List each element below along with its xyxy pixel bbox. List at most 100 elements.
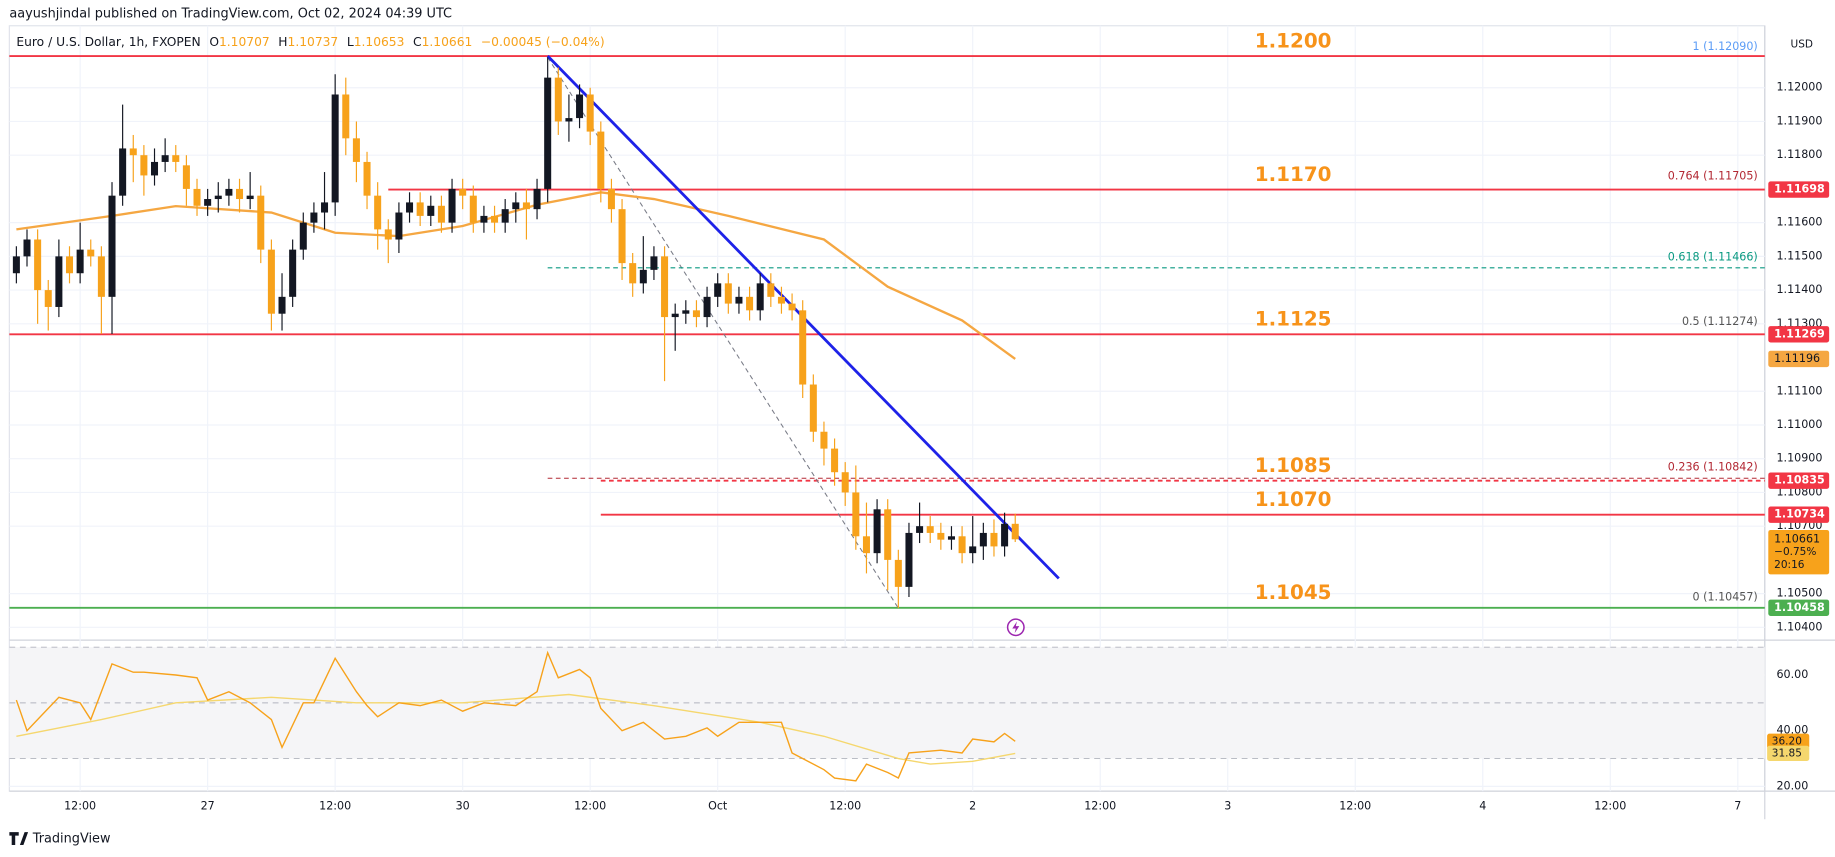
ohlc-value: 1.10661 (422, 35, 473, 49)
candle-body (639, 269, 647, 284)
x-tick-label: 12:00 (1339, 799, 1371, 812)
candle-body (947, 536, 955, 540)
candle-body (448, 188, 456, 223)
candle-body (565, 118, 573, 122)
level-note: 1.1200 (1255, 29, 1332, 52)
candle-body (427, 205, 435, 216)
candle-body (799, 310, 807, 385)
symbol-line: Euro / U.S. Dollar, 1h, FXOPEN O1.10707 … (16, 35, 604, 49)
candle-body (809, 384, 817, 432)
candle-body (44, 290, 52, 307)
x-tick-label: 12:00 (64, 799, 96, 812)
x-tick-label: 30 (456, 799, 470, 812)
candle-body (576, 94, 584, 119)
x-tick-label: 12:00 (574, 799, 606, 812)
candle-body (331, 94, 339, 203)
candle-body (544, 77, 552, 189)
candle-body (182, 165, 190, 189)
candle-body (597, 131, 605, 189)
candle-body (374, 195, 382, 230)
candle-body (894, 559, 902, 587)
candle-body (724, 283, 732, 304)
candle-body (257, 195, 265, 250)
current-change-label: −0.75% (1774, 546, 1816, 558)
candle-body (852, 492, 860, 537)
current-price-badge (1768, 529, 1830, 575)
candle-body (65, 256, 74, 274)
ohlc-value: 1.10653 (354, 35, 405, 49)
candle-body (650, 256, 658, 270)
ohlc-value: 1.10737 (288, 35, 339, 49)
candle-body (246, 195, 254, 200)
fib-label: 0 (1.10457) (1693, 591, 1758, 604)
x-tick-label: 27 (201, 799, 215, 812)
rsi-badge (1767, 745, 1810, 761)
candle-body (97, 256, 105, 297)
candle-body (512, 202, 520, 210)
candle-body (267, 249, 275, 314)
ma-badge (1768, 350, 1830, 368)
rsi-pane (9, 646, 1765, 782)
price-badge-label: 1.10734 (1774, 508, 1825, 521)
price-badge (1768, 599, 1830, 616)
candle-body (937, 532, 945, 540)
fib-label: 0.618 (1.11466) (1668, 250, 1758, 263)
countdown-label: 20:16 (1774, 559, 1805, 571)
x-tick-label: 4 (1479, 799, 1486, 812)
y-tick-label: 1.11100 (1776, 384, 1822, 397)
candle-body (236, 188, 244, 200)
fib-label: 1 (1.12090) (1693, 40, 1758, 53)
candle-body (172, 155, 180, 162)
y-tick-label: 1.10500 (1776, 587, 1822, 600)
candle-body (12, 256, 20, 274)
y-tick-label: 1.11000 (1776, 418, 1822, 431)
candle-body (214, 195, 222, 200)
candle-body (788, 303, 796, 311)
candle-body (501, 209, 509, 223)
candle-body (1001, 523, 1009, 547)
candle-body (129, 148, 137, 156)
rsi-badge-label: 31.85 (1772, 747, 1802, 759)
x-tick-label: 12:00 (319, 799, 351, 812)
rsi-ma-line (16, 693, 1016, 765)
candle-body (119, 148, 127, 196)
price-badge-label: 1.11269 (1774, 327, 1825, 340)
candle-body (671, 313, 679, 318)
price-badge (1768, 326, 1830, 343)
fib-label: 0.5 (1.11274) (1682, 315, 1758, 328)
candle-body (151, 161, 159, 176)
price-badge-label: 1.10458 (1774, 601, 1825, 614)
levels: 1.1200 1.1170 1.1125 1.1085 1.1070 1.1045 1 (1… (9, 29, 1765, 609)
candle-body (1011, 523, 1019, 540)
candle-body (55, 256, 63, 307)
current-price-label: 1.10661 (1774, 532, 1820, 545)
level-note: 1.1070 (1255, 488, 1332, 511)
candle-body (76, 249, 84, 274)
change: −0.00045 (−0.04%) (481, 35, 605, 49)
candle-body (735, 296, 743, 304)
candle-body (714, 283, 722, 297)
y-tick-label: 1.11500 (1776, 249, 1822, 262)
ohlc-key: H (278, 35, 287, 49)
chart-title: Euro / U.S. Dollar, 1h, FXOPEN (16, 35, 200, 49)
y-tick-label: 1.11800 (1776, 148, 1822, 161)
candle-body (820, 431, 828, 449)
ohlc-key: C (413, 35, 422, 49)
candle-body (87, 249, 95, 257)
candle-body (873, 509, 881, 554)
rsi-line (15, 650, 1016, 782)
candle-body (321, 202, 329, 213)
ohlc-value: 1.10707 (219, 35, 270, 49)
rsi-tick-label: 40.00 (1776, 724, 1808, 737)
candle-body (831, 448, 839, 473)
y-tick-label: 1.11900 (1776, 114, 1822, 127)
candle-body (522, 202, 530, 210)
candle-body (352, 138, 360, 162)
y-tick-label: 1.12000 (1776, 81, 1822, 94)
level-note: 1.1125 (1255, 308, 1332, 331)
candle-body (140, 155, 148, 176)
rsi-tick-label: 20.00 (1776, 779, 1808, 792)
candle-body (618, 209, 626, 264)
candle-body (310, 212, 318, 223)
